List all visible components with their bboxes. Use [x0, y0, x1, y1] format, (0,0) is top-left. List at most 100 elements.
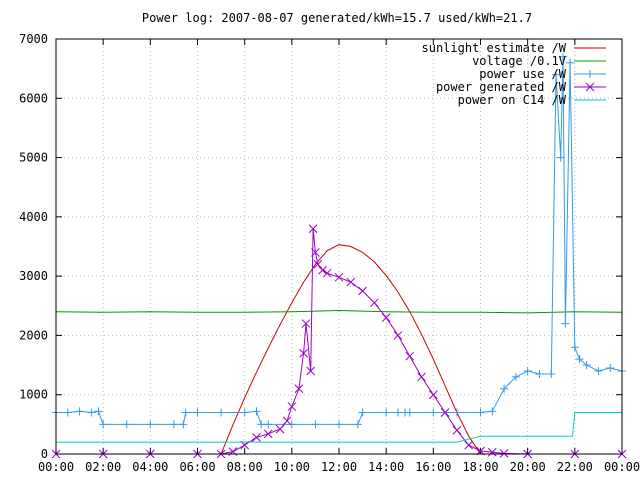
plus-marker: [99, 420, 108, 429]
plus-marker: [500, 384, 509, 393]
plus-marker: [523, 367, 532, 375]
cross-marker: [322, 268, 332, 278]
series-line: [56, 412, 622, 443]
cross-marker: [313, 259, 323, 269]
y-tick-label: 3000: [19, 269, 48, 283]
cross-marker: [275, 424, 285, 434]
cross-marker: [334, 272, 344, 282]
plus-marker: [393, 408, 402, 417]
plus-marker: [257, 420, 266, 429]
x-tick-label: 02:00: [85, 460, 121, 474]
y-tick-label: 0: [41, 447, 48, 461]
cross-marker: [308, 224, 318, 234]
plot-frame: [55, 38, 623, 455]
plus-marker: [511, 372, 520, 381]
series-line: [55, 309, 623, 314]
cross-marker: [440, 408, 450, 417]
plus-marker: [264, 420, 273, 429]
y-tick-label: 2000: [19, 328, 48, 342]
plus-marker: [586, 70, 594, 78]
plus-marker: [556, 153, 565, 162]
cross-marker: [301, 319, 311, 328]
x-tick-label: 04:00: [132, 460, 168, 474]
plus-marker: [575, 355, 584, 364]
x-tick-label: 20:00: [510, 460, 546, 474]
axis-tick-labels: 00:00 02:00 04:00 06:00 08:00 10:00 12:00 14:00…: [19, 32, 640, 474]
cross-marker: [282, 416, 292, 426]
x-tick-label: 14:00: [368, 460, 404, 474]
chart-title: Power log: 2007-08-07 generated/kWh=15.7…: [142, 11, 532, 25]
plus-marker: [179, 420, 188, 429]
cross-marker: [306, 366, 316, 376]
legend-label: power on C14 /W: [458, 93, 567, 107]
cross-marker: [346, 277, 356, 287]
series-sunlight-estimate: [220, 244, 481, 455]
cross-marker: [417, 372, 426, 382]
plus-marker: [382, 408, 391, 417]
y-tick-label: 7000: [19, 32, 48, 46]
plus-marker: [606, 364, 615, 373]
plus-marker: [353, 420, 362, 429]
cross-marker: [299, 348, 308, 358]
cross-marker: [499, 449, 509, 458]
cross-marker: [263, 429, 273, 439]
plus-marker: [87, 408, 96, 417]
plus-marker: [566, 58, 575, 67]
series-power-on: [56, 412, 622, 443]
grid-layer: [55, 38, 623, 455]
cross-marker: [294, 384, 304, 394]
cross-marker: [381, 313, 391, 322]
plus-marker: [240, 408, 249, 417]
series-line: [56, 56, 623, 425]
series-power-use: [52, 52, 626, 429]
cross-marker: [428, 390, 438, 400]
plus-marker: [193, 408, 202, 417]
cross-marker: [318, 265, 327, 275]
cross-marker: [452, 425, 462, 435]
plus-marker: [287, 420, 296, 429]
cross-marker: [252, 433, 261, 442]
plus-marker: [476, 408, 485, 417]
y-tick-label: 5000: [19, 151, 48, 165]
plus-marker: [594, 367, 603, 375]
legend-label: voltage /0.1V: [472, 54, 566, 68]
plus-marker: [547, 369, 556, 378]
plus-marker: [94, 407, 103, 416]
plus-marker: [75, 407, 84, 416]
plus-marker: [535, 369, 544, 378]
series-layer: [51, 52, 627, 459]
cross-marker: [405, 351, 415, 361]
legend-label: power use /W: [479, 67, 566, 81]
x-tick-label: 18:00: [462, 460, 498, 474]
plus-marker: [63, 408, 72, 417]
plus-marker: [146, 420, 155, 429]
plus-marker: [405, 408, 414, 417]
x-tick-label: 06:00: [179, 460, 215, 474]
y-tick-label: 6000: [19, 91, 48, 105]
y-tick-label: 1000: [19, 388, 48, 402]
x-tick-label: 10:00: [274, 460, 310, 474]
y-tick-label: 4000: [19, 210, 48, 224]
plus-marker: [217, 408, 226, 417]
plus-marker: [311, 420, 320, 429]
plus-marker: [582, 361, 591, 370]
x-tick-label: 00:00: [604, 460, 640, 474]
plus-marker: [452, 408, 461, 417]
plus-marker: [358, 408, 367, 417]
plus-marker: [169, 420, 178, 429]
x-tick-label: 22:00: [557, 460, 593, 474]
plus-marker: [335, 420, 343, 429]
series-voltage-01V: [55, 309, 623, 314]
x-tick-label: 12:00: [321, 460, 357, 474]
plus-marker: [488, 407, 497, 416]
cross-marker: [358, 286, 367, 296]
plus-marker: [122, 420, 131, 429]
x-tick-label: 16:00: [415, 460, 451, 474]
legend-label: sunlight estimate /W: [422, 41, 567, 55]
plus-marker: [570, 343, 579, 352]
plus-marker: [181, 408, 190, 417]
plus-marker: [559, 52, 568, 61]
